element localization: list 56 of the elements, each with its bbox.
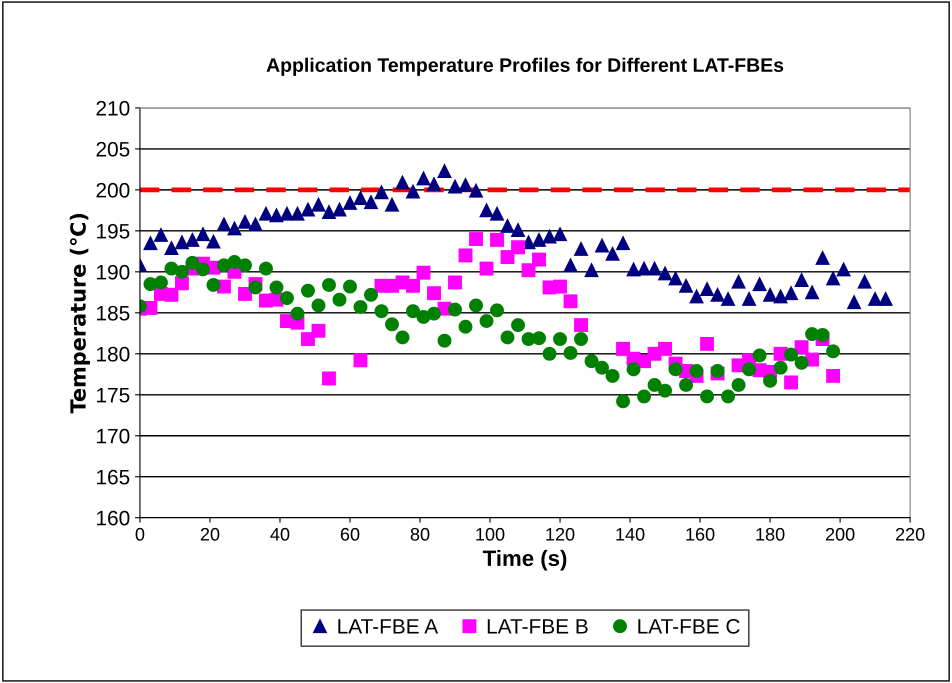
- x-tick-label: 180: [756, 528, 784, 541]
- point: [312, 324, 326, 338]
- point: [322, 371, 336, 386]
- point: [406, 278, 420, 293]
- legend-label: LAT-FBE A: [338, 619, 438, 634]
- y-tick-label: 190: [97, 264, 130, 280]
- x-tick-label: 160: [686, 528, 714, 541]
- point: [658, 342, 672, 356]
- point: [784, 376, 798, 390]
- y-tick-label: 165: [97, 470, 130, 484]
- legend-label: LAT-FBE B: [488, 619, 588, 634]
- point: [175, 276, 189, 290]
- y-tick-label: 175: [97, 388, 130, 403]
- x-tick-label: 140: [616, 528, 644, 541]
- y-tick-label: 210: [96, 100, 130, 116]
- point: [469, 232, 483, 246]
- y-tick-label: 205: [96, 142, 130, 157]
- x-tick-label: 0: [136, 528, 144, 541]
- x-tick-label: 20: [200, 528, 220, 541]
- x-tick-label: 80: [410, 528, 430, 541]
- chart-title: Application Temperature Profiles for Different LAT-FBEs: [266, 58, 784, 76]
- point: [458, 248, 472, 262]
- point: [164, 288, 178, 302]
- point: [700, 337, 714, 351]
- x-axis-title: Time (s): [482, 550, 566, 571]
- point: [532, 252, 546, 266]
- point: [574, 318, 588, 332]
- point: [448, 276, 462, 290]
- x-tick-label: 40: [270, 528, 290, 541]
- y-tick-label: 160: [97, 510, 130, 526]
- point: [416, 266, 430, 280]
- x-tick-label: 200: [826, 528, 854, 541]
- y-tick-label: 185: [97, 306, 130, 321]
- point: [490, 232, 504, 247]
- point: [301, 332, 315, 346]
- x-tick-label: 220: [896, 528, 924, 541]
- x-tick-label: 120: [546, 528, 574, 541]
- x-tick-label: 100: [476, 528, 504, 541]
- point: [616, 342, 630, 356]
- point: [427, 286, 441, 300]
- y-tick-label: 200: [96, 182, 130, 198]
- y-axis-title: Temperature (℃): [70, 214, 90, 414]
- point: [238, 287, 252, 301]
- point: [522, 263, 536, 278]
- point: [553, 280, 567, 294]
- point: [826, 368, 840, 383]
- point: [354, 353, 368, 368]
- legend-label: LAT-FBE C: [638, 618, 740, 634]
- point: [500, 250, 514, 264]
- x-tick-label: 60: [340, 528, 360, 541]
- y-tick-label: 180: [97, 346, 130, 362]
- point: [564, 294, 578, 308]
- y-tick-label: 170: [97, 428, 130, 444]
- point: [480, 262, 494, 276]
- point: [511, 240, 525, 254]
- y-tick-label: 195: [97, 224, 130, 239]
